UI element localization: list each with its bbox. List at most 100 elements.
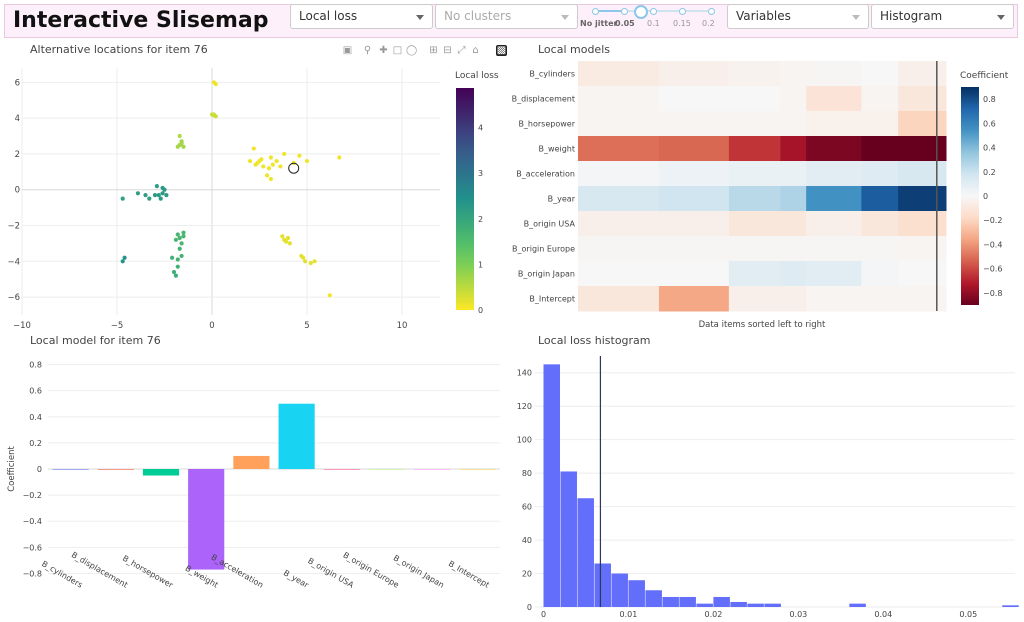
- histogram-bar[interactable]: [662, 596, 679, 607]
- camera-icon[interactable]: ▣: [342, 45, 353, 56]
- scatter-point[interactable]: [259, 157, 264, 162]
- coefficient-bar[interactable]: [368, 469, 406, 470]
- heatmap-cell[interactable]: [806, 161, 862, 187]
- heatmap-cell[interactable]: [861, 111, 899, 137]
- scatter-point[interactable]: [282, 151, 287, 157]
- heatmap-cell[interactable]: [658, 236, 730, 262]
- scatter-point[interactable]: [120, 259, 125, 264]
- scatter-point[interactable]: [181, 234, 186, 239]
- scatter-point[interactable]: [160, 191, 165, 196]
- heatmap-cell[interactable]: [728, 136, 781, 162]
- scatter-point[interactable]: [280, 234, 285, 239]
- heatmap-cell[interactable]: [728, 286, 781, 312]
- scatter-point[interactable]: [337, 155, 342, 160]
- heatmap-cell[interactable]: [728, 211, 781, 237]
- heatmap-cell[interactable]: [780, 61, 807, 87]
- coefficient-bar[interactable]: [52, 469, 89, 470]
- heatmap-cell[interactable]: [861, 86, 899, 112]
- histogram-bar[interactable]: [747, 603, 764, 607]
- scatter-point[interactable]: [266, 166, 272, 171]
- heatmap-cell[interactable]: [806, 86, 862, 112]
- pan-icon[interactable]: ✚: [379, 45, 388, 56]
- heatmap-cell[interactable]: [578, 186, 660, 212]
- jitter-slider[interactable]: No jitter 0.05 0.1 0.15 0.2: [580, 5, 722, 32]
- scatter-point[interactable]: [327, 293, 332, 298]
- heatmap-cell[interactable]: [806, 236, 862, 262]
- heatmap-cell[interactable]: [728, 86, 781, 112]
- heatmap-cell[interactable]: [898, 61, 947, 87]
- histogram-bar[interactable]: [1002, 605, 1019, 607]
- heatmap-cell[interactable]: [861, 286, 899, 312]
- histogram-select[interactable]: Histogram: [871, 4, 1014, 29]
- scatter-point[interactable]: [179, 241, 184, 246]
- scatter-point[interactable]: [156, 192, 161, 198]
- histogram-bar[interactable]: [560, 471, 577, 607]
- scatter-point[interactable]: [164, 192, 169, 198]
- scatter-point[interactable]: [175, 264, 180, 269]
- scatter-point[interactable]: [179, 139, 184, 144]
- slider-handle[interactable]: [634, 5, 648, 19]
- heatmap-cell[interactable]: [806, 186, 862, 212]
- scatter-point[interactable]: [147, 196, 152, 201]
- autoscale-icon[interactable]: ⤢: [457, 45, 466, 56]
- scatter-point[interactable]: [211, 80, 216, 85]
- heatmap-cell[interactable]: [780, 286, 807, 312]
- scatter-point[interactable]: [299, 253, 304, 259]
- scatter-point[interactable]: [175, 144, 180, 149]
- heatmap-cell[interactable]: [780, 161, 807, 187]
- scatter-point[interactable]: [177, 235, 182, 241]
- zoom-icon[interactable]: ⚲: [363, 45, 372, 56]
- scatter-point[interactable]: [303, 259, 308, 264]
- heatmap-cell[interactable]: [728, 161, 781, 187]
- heatmap-cell[interactable]: [728, 261, 781, 287]
- histogram-bar[interactable]: [730, 601, 747, 607]
- zoom-in-icon[interactable]: ⊞: [429, 45, 438, 56]
- scatter-point[interactable]: [171, 269, 177, 275]
- heatmap-cell[interactable]: [578, 86, 660, 112]
- heatmap-cell[interactable]: [898, 111, 947, 137]
- heatmap-cell[interactable]: [898, 211, 947, 237]
- heatmap-cell[interactable]: [806, 286, 862, 312]
- heatmap-cell[interactable]: [578, 286, 660, 312]
- scatter-point[interactable]: [247, 158, 253, 164]
- heatmap-cell[interactable]: [658, 61, 730, 87]
- scatter-point[interactable]: [278, 164, 283, 169]
- variables-select[interactable]: Variables: [727, 4, 869, 29]
- heatmap-cell[interactable]: [728, 61, 781, 87]
- scatter-point[interactable]: [173, 273, 178, 278]
- histogram-bar[interactable]: [764, 603, 781, 607]
- scatter-point[interactable]: [177, 246, 182, 251]
- heatmap-cell[interactable]: [658, 161, 730, 187]
- scatter-point[interactable]: [120, 196, 125, 201]
- heatmap-cell[interactable]: [578, 261, 660, 287]
- scatter-point[interactable]: [282, 237, 287, 242]
- heatmap-cell[interactable]: [658, 111, 730, 137]
- heatmap-cell[interactable]: [780, 236, 807, 262]
- heatmap-cell[interactable]: [806, 136, 862, 162]
- scatter-point[interactable]: [154, 184, 159, 189]
- coefficient-bar[interactable]: [459, 469, 496, 470]
- loss-select[interactable]: Local loss: [290, 4, 433, 29]
- histogram-bar[interactable]: [594, 563, 611, 607]
- scatter-point[interactable]: [274, 158, 279, 164]
- heatmap-cell[interactable]: [861, 161, 899, 187]
- scatter-point[interactable]: [261, 164, 266, 169]
- histogram-bar[interactable]: [645, 590, 662, 607]
- heatmap-cell[interactable]: [806, 261, 862, 287]
- heatmap-cell[interactable]: [578, 236, 660, 262]
- heatmap-cell[interactable]: [578, 61, 660, 87]
- heatmap-cell[interactable]: [806, 211, 862, 237]
- heatmap-cell[interactable]: [780, 186, 807, 212]
- heatmap-cell[interactable]: [780, 136, 807, 162]
- scatter-point[interactable]: [251, 146, 256, 151]
- heatmap-cell[interactable]: [861, 236, 899, 262]
- histogram-bar[interactable]: [679, 596, 696, 607]
- scatter-point[interactable]: [160, 185, 165, 191]
- local-models-heatmap[interactable]: B_cylinders B_displacement B_horsepower B_w…: [505, 55, 1024, 335]
- scatter-point[interactable]: [158, 196, 163, 201]
- heatmap-cell[interactable]: [780, 86, 807, 112]
- scatter-point[interactable]: [175, 232, 180, 237]
- heatmap-cell[interactable]: [861, 211, 899, 237]
- heatmap-cell[interactable]: [658, 136, 730, 162]
- heatmap-cell[interactable]: [578, 161, 660, 187]
